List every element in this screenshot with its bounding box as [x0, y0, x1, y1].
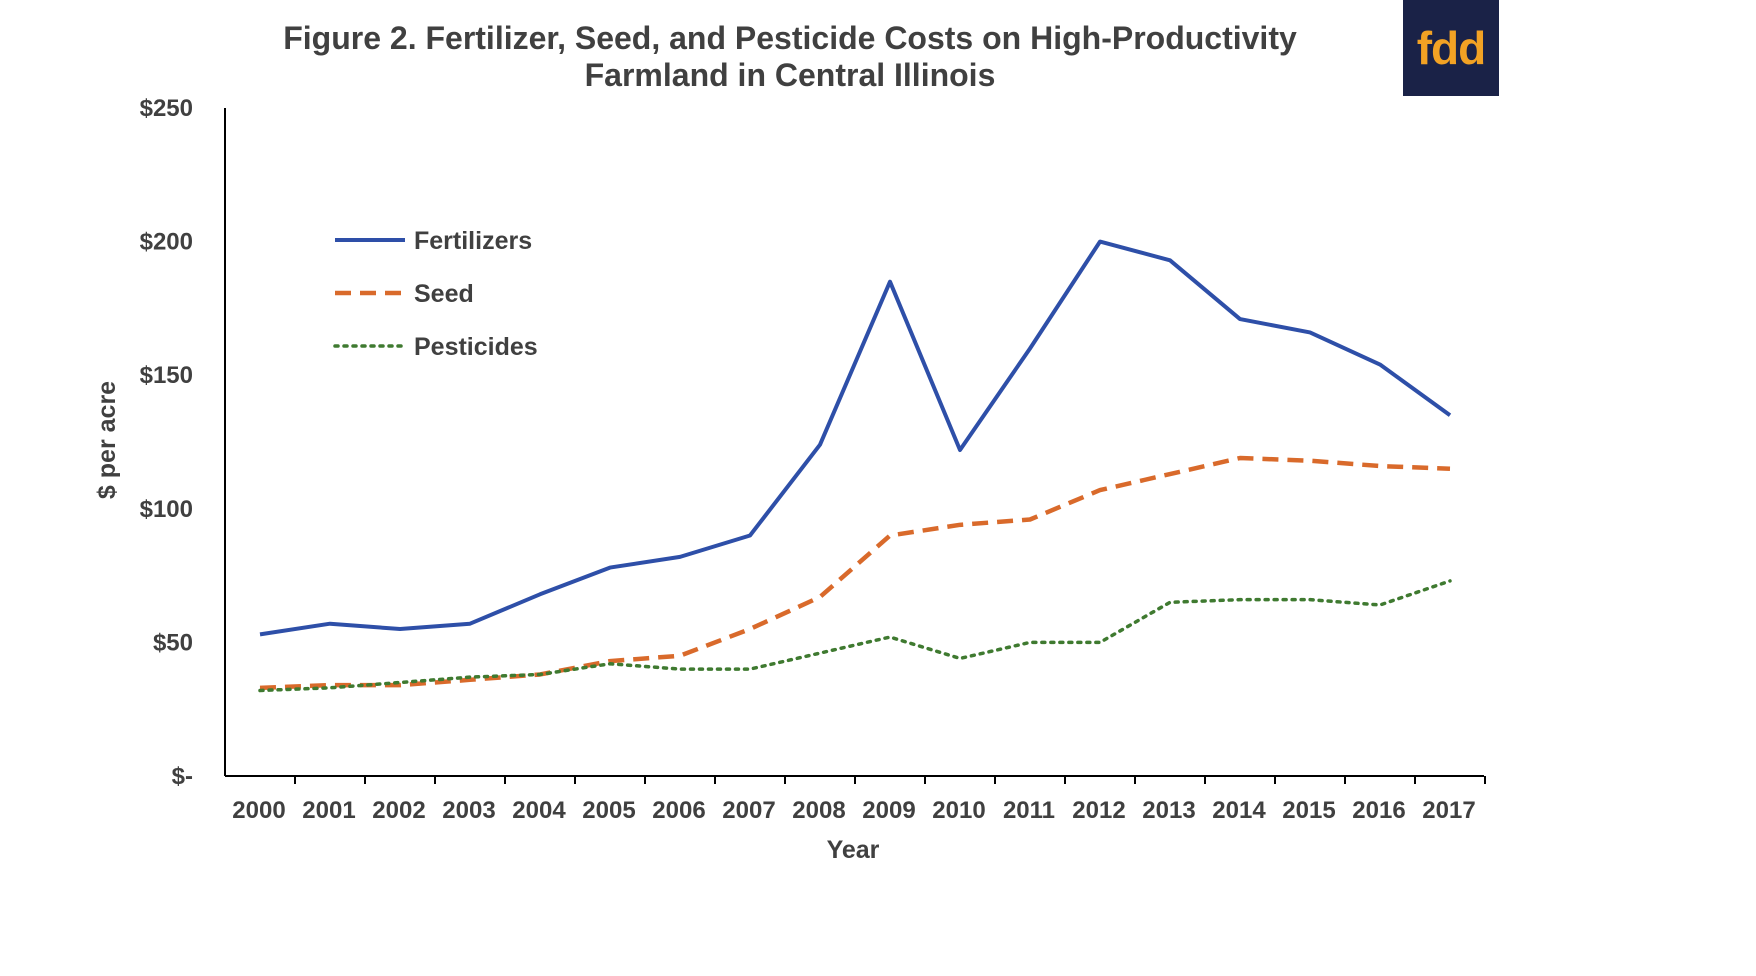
x-tick-label: 2001 — [302, 797, 355, 824]
x-tick-label: 2014 — [1212, 797, 1266, 824]
x-tick-label: 2008 — [792, 797, 845, 824]
x-tick-label: 2002 — [372, 797, 425, 824]
chart-title: Figure 2. Fertilizer, Seed, and Pesticid… — [260, 20, 1320, 94]
x-tick-label: 2017 — [1422, 797, 1475, 824]
pesticides-series-line — [258, 579, 1452, 693]
y-tick-label: $150 — [140, 362, 193, 389]
x-tick-label: 2003 — [442, 797, 495, 824]
x-tick-label: 2013 — [1142, 797, 1195, 824]
x-tick-label: 2012 — [1072, 797, 1125, 824]
fdd-logo-text: fdd — [1416, 22, 1487, 74]
y-axis-title: $ per acre — [93, 381, 121, 499]
y-tick-label: $50 — [153, 629, 193, 656]
x-tick-label: 2016 — [1352, 797, 1405, 824]
x-tick-label: 2004 — [512, 797, 566, 824]
x-tick-label: 2011 — [1003, 797, 1055, 824]
x-tick-label: 2007 — [722, 797, 775, 824]
fertilizers-series-line — [259, 239, 1452, 637]
legend-label-seed: Seed — [414, 280, 474, 308]
y-tick-label: $- — [172, 763, 193, 790]
legend-label-pesticides: Pesticides — [414, 333, 538, 361]
legend-label-fertilizers: Fertilizers — [414, 227, 532, 255]
x-tick-label: 2015 — [1282, 797, 1335, 824]
y-tick-label: $250 — [140, 95, 193, 122]
x-tick-label: 2005 — [582, 797, 635, 824]
chart-title-line-2: Farmland in Central Illinois — [584, 57, 996, 93]
chart-title-line-1: Figure 2. Fertilizer, Seed, and Pesticid… — [283, 20, 1297, 56]
y-tick-label: $200 — [140, 229, 193, 256]
x-axis-title: Year — [827, 836, 880, 864]
x-tick-label: 2010 — [932, 797, 985, 824]
x-tick-label: 2000 — [232, 797, 285, 824]
y-tick-label: $100 — [140, 496, 193, 523]
fdd-logo: fdd — [1403, 0, 1499, 96]
x-tick-label: 2006 — [652, 797, 705, 824]
x-tick-label: 2009 — [862, 797, 915, 824]
seed-series-line — [259, 455, 1451, 691]
